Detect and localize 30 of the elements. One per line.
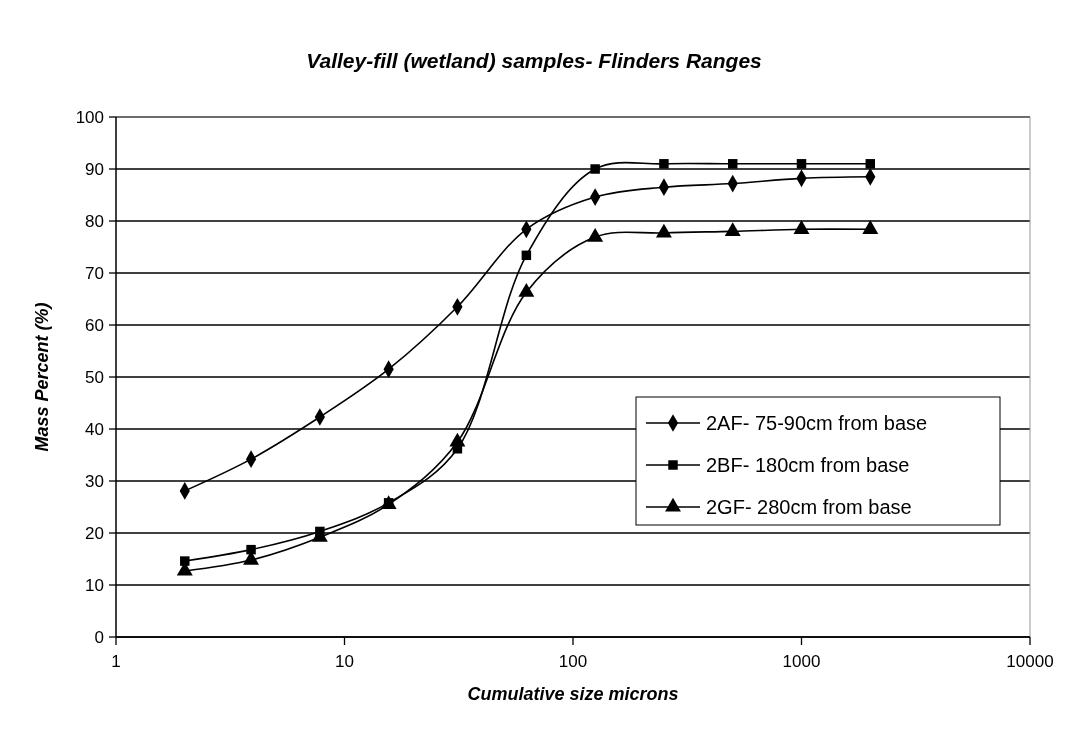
y-tick-label: 40 — [85, 420, 104, 439]
x-tick-label: 10000 — [1006, 652, 1054, 671]
y-tick-label: 60 — [85, 316, 104, 335]
chart-title: Valley-fill (wetland) samples- Flinders Ranges — [306, 49, 762, 72]
legend-label: 2BF- 180cm from base — [706, 454, 910, 476]
y-tick-label: 0 — [94, 628, 104, 647]
y-tick-label: 10 — [85, 576, 104, 595]
x-tick-label: 100 — [558, 652, 588, 671]
point — [315, 526, 325, 537]
y-tick-label: 30 — [85, 472, 104, 491]
point — [521, 250, 532, 261]
y-axis-title: Mass Percent (%) — [32, 302, 52, 452]
y-tick-label: 90 — [85, 160, 104, 179]
legend-label: 2AF- 75-90cm from base — [706, 412, 928, 434]
x-tick-label: 10 — [335, 652, 354, 671]
point — [796, 159, 807, 169]
point — [727, 159, 738, 169]
legend-label: 2GF- 280cm from base — [706, 496, 912, 518]
point — [246, 544, 256, 555]
x-tick-label: 1000 — [782, 652, 821, 671]
y-tick-label: 70 — [85, 264, 104, 283]
point — [590, 164, 600, 174]
point — [865, 159, 876, 169]
x-tick-label: 1 — [111, 652, 121, 671]
y-tick-label: 100 — [75, 108, 104, 127]
y-tick-label: 50 — [85, 368, 104, 387]
x-axis-title: Cumulative size microns — [467, 684, 679, 704]
y-tick-label: 20 — [85, 524, 104, 543]
point — [659, 159, 669, 169]
y-tick-label: 80 — [85, 212, 104, 231]
